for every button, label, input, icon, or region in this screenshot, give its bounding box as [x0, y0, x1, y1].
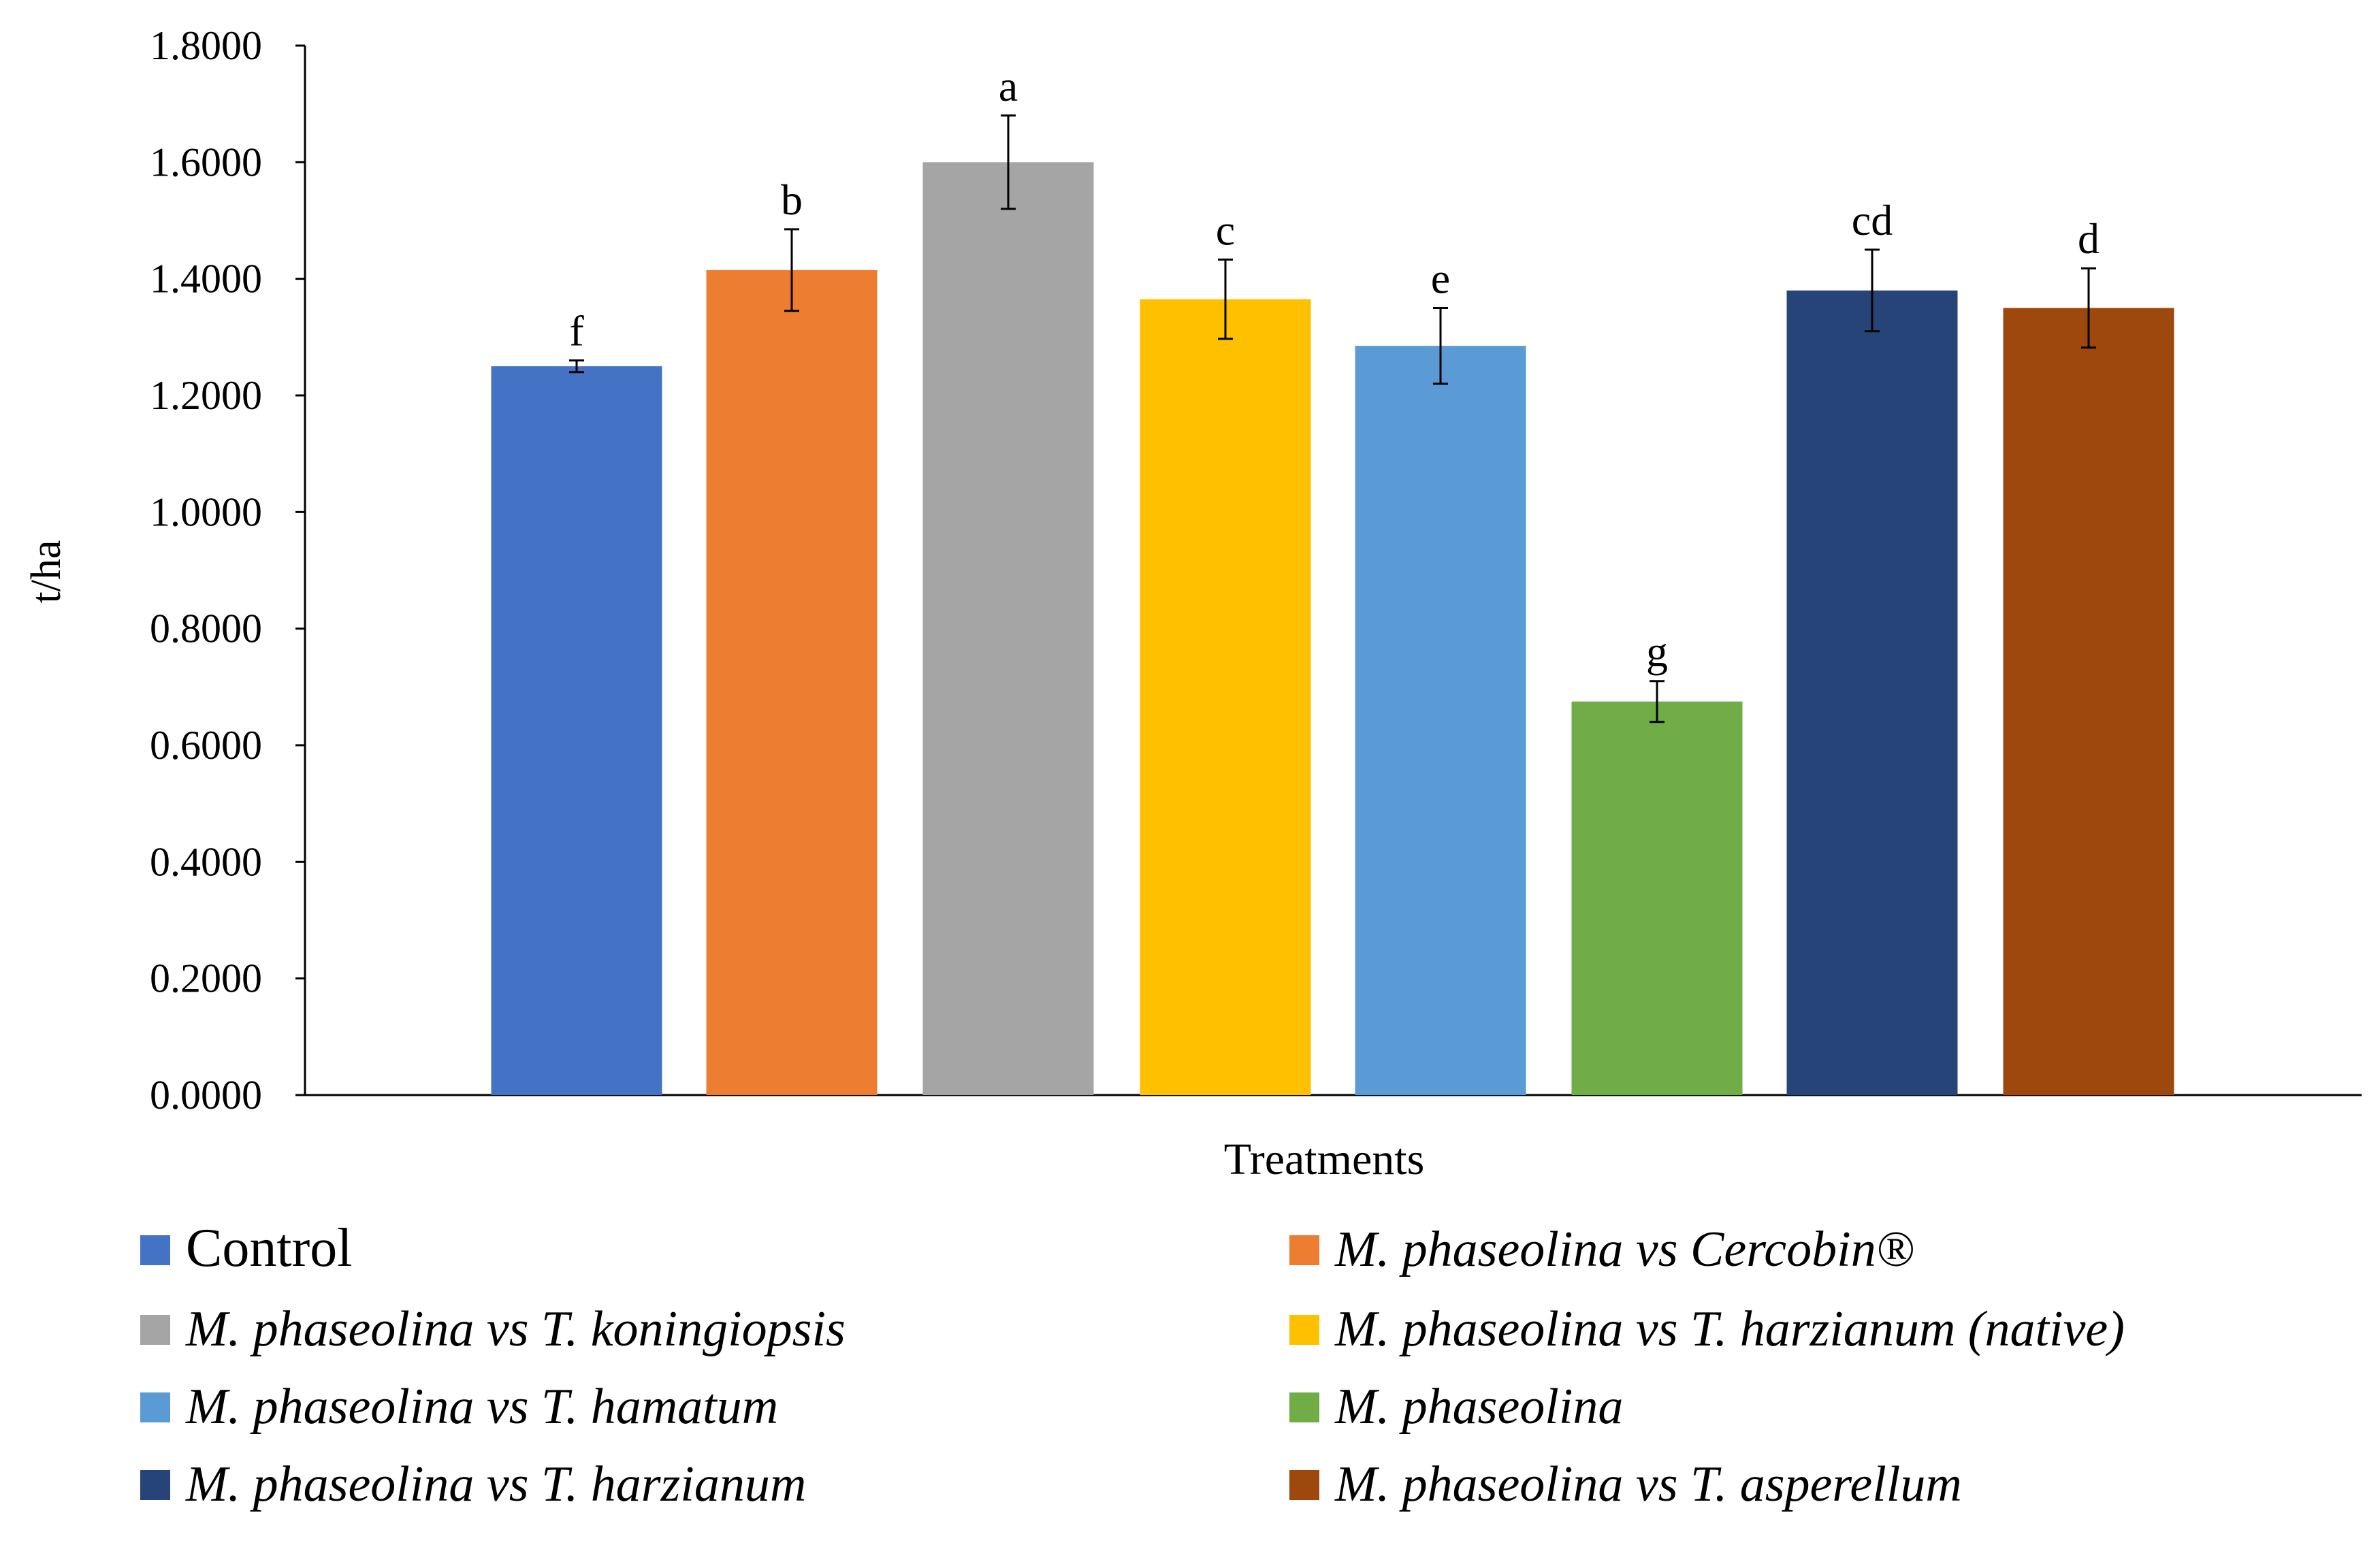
legend-label: M. phaseolina vs T. asperellum: [1334, 1456, 1962, 1512]
y-tick-label: 1.8000: [150, 23, 262, 68]
legend-item: M. phaseolina vs T. koningiopsis: [140, 1301, 846, 1357]
y-tick-label: 1.4000: [150, 257, 262, 301]
bars: f b a c e g cd d: [491, 62, 2174, 1096]
legend-label: M. phaseolina vs T. harzianum: [185, 1456, 806, 1512]
bar: [491, 366, 662, 1095]
significance-letter: b: [781, 176, 803, 224]
y-tick-label: 0.4000: [150, 839, 262, 884]
y-tick-label: 1.6000: [150, 140, 262, 184]
legend-item: M. phaseolina: [1289, 1379, 1623, 1435]
legend-label: M. phaseolina: [1334, 1379, 1623, 1435]
legend-swatch: [140, 1392, 170, 1422]
significance-letter: a: [999, 62, 1018, 110]
bar: [2003, 308, 2174, 1095]
legend-swatch: [140, 1470, 170, 1500]
legend-label: M. phaseolina vs T. koningiopsis: [185, 1301, 846, 1357]
y-tick-label: 0.8000: [150, 606, 262, 651]
legend-item: M. phaseolina vs T. hamatum: [140, 1379, 778, 1435]
y-tick-label: 0.2000: [150, 956, 262, 1001]
legend-item: M. phaseolina vs Cercobin®: [1289, 1222, 1914, 1277]
legend-item: M. phaseolina vs T. harzianum: [140, 1456, 806, 1512]
legend-item: M. phaseolina vs T. asperellum: [1289, 1456, 1962, 1512]
legend-item: Control: [140, 1218, 352, 1278]
bar: [706, 270, 878, 1096]
legend-label: M. phaseolina vs T. hamatum: [185, 1379, 778, 1435]
significance-letter: e: [1431, 255, 1450, 303]
significance-letter: g: [1646, 627, 1668, 676]
legend-label: Control: [186, 1218, 352, 1278]
significance-letter: cd: [1852, 196, 1893, 244]
y-tick-label: 0.6000: [150, 723, 262, 768]
bar: [1140, 299, 1311, 1095]
y-tick-label: 1.2000: [150, 373, 262, 418]
bar: [1355, 346, 1526, 1095]
bar: [1571, 701, 1743, 1095]
legend-label: M. phaseolina vs Cercobin®: [1334, 1222, 1914, 1277]
y-tick-label: 0.0000: [150, 1073, 262, 1118]
legend-swatch: [1289, 1392, 1319, 1422]
significance-letter: d: [2078, 214, 2100, 263]
legend-item: M. phaseolina vs T. harzianum (native): [1289, 1301, 2125, 1357]
significance-letter: f: [569, 307, 584, 355]
legend: Control M. phaseolina vs Cercobin® M. phas…: [140, 1218, 2125, 1512]
y-ticks: 0.0000 0.2000 0.4000 0.6000 0.8000 1.0000 1.20…: [150, 23, 305, 1118]
y-axis-label: t/ha: [23, 540, 69, 604]
bar: [922, 162, 1094, 1095]
y-tick-label: 1.0000: [150, 489, 262, 534]
legend-swatch: [1289, 1470, 1319, 1500]
bar: [1786, 290, 1958, 1095]
legend-swatch: [1289, 1235, 1319, 1265]
legend-swatch: [140, 1235, 170, 1265]
legend-swatch: [140, 1315, 170, 1345]
significance-letter: c: [1216, 206, 1235, 254]
x-axis-label: Treatments: [1224, 1135, 1425, 1184]
legend-swatch: [1289, 1315, 1319, 1345]
legend-label: M. phaseolina vs T. harzianum (native): [1334, 1301, 2125, 1357]
